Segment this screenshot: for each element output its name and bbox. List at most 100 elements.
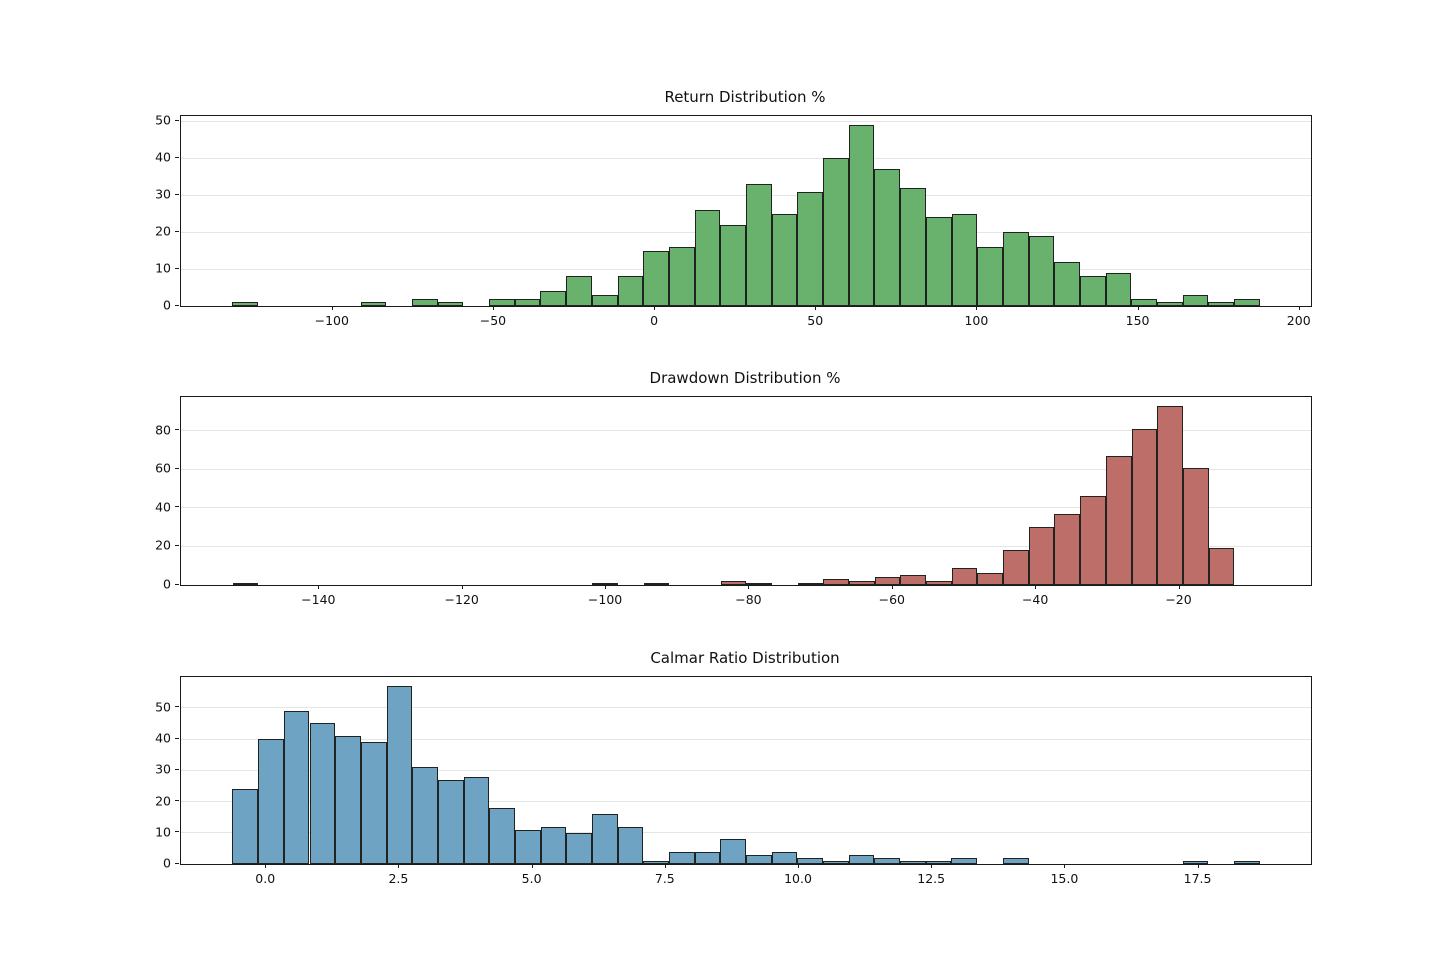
x-tick-mark	[1064, 864, 1066, 868]
histogram-bar	[1054, 261, 1080, 306]
histogram-bar	[591, 294, 618, 306]
x-tick-mark	[318, 585, 320, 589]
x-tick-label: 12.5	[917, 871, 946, 886]
x-tick-label: 50	[807, 313, 824, 328]
histogram-bar	[591, 814, 618, 864]
return-distribution-title: Return Distribution %	[664, 88, 826, 106]
x-tick-mark	[1137, 306, 1139, 310]
histogram-bar	[1233, 860, 1260, 864]
drawdown-distribution-plot	[180, 396, 1312, 586]
histogram-bar	[1105, 456, 1132, 585]
y-tick-mark	[175, 156, 179, 158]
x-tick-mark	[976, 306, 978, 310]
y-tick-mark	[175, 506, 179, 508]
histogram-bar	[232, 583, 259, 586]
x-tick-mark	[1298, 306, 1300, 310]
x-tick-label: −100	[314, 313, 349, 328]
histogram-bar	[823, 860, 849, 864]
calmar-ratio-distribution-plot	[180, 676, 1312, 865]
histogram-bar	[900, 575, 927, 585]
return-distribution-plot	[180, 115, 1312, 307]
x-tick-mark	[1197, 864, 1199, 868]
histogram-bar	[437, 302, 464, 306]
histogram-bar	[643, 250, 669, 306]
y-tick-mark	[175, 737, 179, 739]
x-tick-label: 0	[650, 313, 659, 328]
histogram-bar	[1182, 467, 1209, 585]
y-tick-label: 20	[155, 537, 171, 553]
y-tick-label: 80	[155, 422, 171, 438]
histogram-bar	[1157, 302, 1183, 306]
x-tick-label: 100	[964, 313, 989, 328]
histogram-bar	[540, 826, 567, 864]
histogram-bar	[1182, 294, 1209, 306]
histogram-bar	[1002, 857, 1029, 864]
histogram-bar	[1131, 429, 1158, 585]
histogram-bar	[797, 583, 824, 586]
y-gridline	[181, 545, 1311, 547]
histogram-bar	[232, 789, 259, 864]
histogram-bar	[694, 209, 721, 306]
histogram-bar	[926, 581, 952, 585]
histogram-bar	[540, 291, 567, 306]
y-tick-mark	[175, 467, 179, 469]
histogram-bar	[874, 857, 901, 864]
histogram-bar	[1080, 496, 1106, 585]
histogram-bar	[771, 213, 798, 306]
histogram-bar	[694, 851, 721, 864]
histogram-bar	[309, 723, 336, 864]
y-tick-mark	[175, 706, 179, 708]
histogram-bar	[848, 125, 875, 306]
x-tick-mark	[331, 306, 333, 310]
x-tick-label: 17.5	[1183, 871, 1212, 886]
y-tick-mark	[175, 193, 179, 195]
histogram-bar	[746, 854, 772, 864]
histogram-bar	[848, 854, 875, 864]
histogram-bar	[797, 191, 824, 306]
y-gridline	[181, 707, 1311, 709]
histogram-bar	[720, 224, 746, 306]
histogram-bar	[1002, 232, 1029, 306]
histogram-bar	[643, 583, 670, 586]
histogram-bar	[874, 577, 901, 585]
histogram-bar	[463, 776, 490, 864]
histogram-bar	[232, 302, 258, 306]
y-tick-label: 10	[155, 824, 171, 840]
x-tick-mark	[1178, 585, 1180, 589]
histogram-bar	[566, 276, 592, 306]
y-tick-mark	[175, 862, 179, 864]
y-tick-label: 30	[155, 761, 171, 777]
x-tick-label: 5.0	[521, 871, 542, 886]
histogram-bar	[258, 739, 284, 864]
histogram-bar	[900, 187, 926, 306]
histogram-bar	[874, 169, 901, 306]
x-tick-label: −40	[1021, 592, 1049, 607]
x-tick-mark	[931, 864, 933, 868]
histogram-bar	[977, 573, 1004, 585]
y-gridline	[181, 507, 1311, 509]
histogram-bar	[412, 767, 438, 864]
y-gridline	[181, 769, 1311, 771]
y-tick-mark	[175, 304, 179, 306]
histogram-bar	[1054, 513, 1081, 585]
histogram-bar	[489, 298, 515, 306]
histogram-bar	[643, 860, 669, 864]
x-tick-label: −140	[301, 592, 336, 607]
x-tick-label: −20	[1165, 592, 1192, 607]
x-tick-mark	[748, 585, 750, 589]
histogram-bar	[1157, 405, 1183, 585]
x-tick-label: 7.5	[654, 871, 675, 886]
y-tick-label: 60	[155, 460, 171, 476]
histogram-bar	[669, 851, 695, 864]
histogram-bar	[746, 184, 772, 306]
calmar-ratio-distribution-title: Calmar Ratio Distribution	[650, 649, 840, 667]
histogram-bar	[1079, 276, 1106, 306]
histogram-bar	[849, 581, 875, 585]
x-tick-mark	[654, 306, 656, 310]
y-tick-label: 50	[155, 112, 171, 128]
histogram-bar	[977, 246, 1003, 306]
histogram-bar	[668, 246, 695, 306]
y-tick-label: 20	[155, 793, 171, 808]
y-tick-label: 20	[155, 223, 171, 239]
histogram-bar	[951, 857, 978, 864]
